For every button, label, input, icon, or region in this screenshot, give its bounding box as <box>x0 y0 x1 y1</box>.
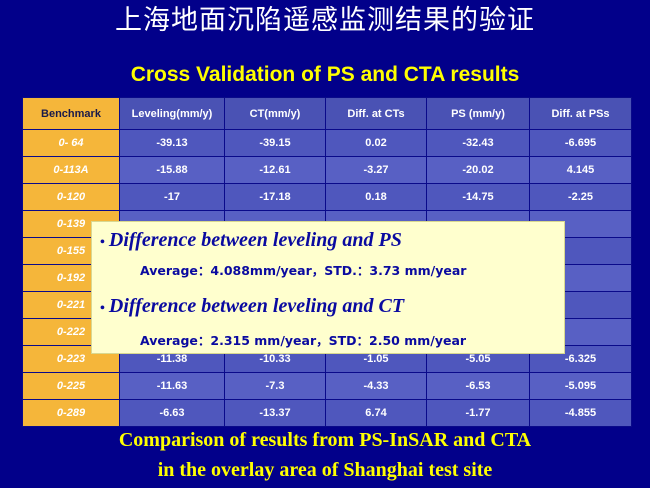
benchmark-cell: 0-113A <box>22 156 120 184</box>
diff-ct-cell: 0.18 <box>325 183 427 211</box>
bullet-icon: • <box>100 235 105 250</box>
leveling-cell: -11.63 <box>119 372 225 400</box>
leveling-cell: -15.88 <box>119 156 225 184</box>
ps-cell: -32.43 <box>426 129 530 157</box>
bullet-leveling-ps-text: Difference between leveling and PS <box>108 229 402 251</box>
slide-title-chinese: 上海地面沉陷遥感监测结果的验证 <box>115 5 535 36</box>
benchmark-cell: 0-225 <box>22 372 120 400</box>
diff-ps-cell: -4.855 <box>529 399 632 427</box>
diff-ps-cell: -2.25 <box>529 183 632 211</box>
table-header-row: Benchmark Leveling(mm/y) CT(mm/y) Diff. … <box>22 97 632 130</box>
bullet-leveling-ct: • Difference between leveling and CT <box>100 294 404 321</box>
diff-ct-cell: 0.02 <box>325 129 427 157</box>
bullet-leveling-ps: • Difference between leveling and PS <box>100 228 402 255</box>
benchmark-cell: 0- 64 <box>22 129 120 157</box>
diff-ps-cell <box>529 210 632 238</box>
table-row: 0-289 -6.63 -13.37 6.74 -1.77 -4.855 <box>22 399 632 427</box>
table-row: 0-113A -15.88 -12.61 -3.27 -20.02 4.145 <box>22 156 632 184</box>
stats-leveling-ps: Average：4.088mm/year，STD.：3.73 mm/year <box>140 263 467 278</box>
leveling-cell: -17 <box>119 183 225 211</box>
leveling-cell: -6.63 <box>119 399 225 427</box>
diff-ct-cell: -3.27 <box>325 156 427 184</box>
diff-ps-cell: -6.695 <box>529 129 632 157</box>
table-row: 0-120 -17 -17.18 0.18 -14.75 -2.25 <box>22 183 632 211</box>
table-row: 0-225 -11.63 -7.3 -4.33 -6.53 -5.095 <box>22 372 632 400</box>
ps-cell: -14.75 <box>426 183 530 211</box>
caption-line-1: Comparison of results from PS-InSAR and … <box>118 429 532 451</box>
diff-ct-cell: -4.33 <box>325 372 427 400</box>
slide-title-english: Cross Validation of PS and CTA results <box>130 63 520 86</box>
ps-cell: -6.53 <box>426 372 530 400</box>
ct-cell: -17.18 <box>224 183 326 211</box>
header-benchmark: Benchmark <box>22 97 120 130</box>
statistics-overlay-box: • Difference between leveling and PS Aver… <box>91 221 565 354</box>
benchmark-cell: 0-289 <box>22 399 120 427</box>
bullet-leveling-ct-text: Difference between leveling and CT <box>108 295 405 317</box>
ps-cell: -20.02 <box>426 156 530 184</box>
ct-cell: -39.15 <box>224 129 326 157</box>
header-leveling: Leveling(mm/y) <box>119 97 225 130</box>
caption-line-2: in the overlay area of Shanghai test sit… <box>157 459 493 481</box>
diff-ps-cell: 4.145 <box>529 156 632 184</box>
ps-cell: -1.77 <box>426 399 530 427</box>
header-ct: CT(mm/y) <box>224 97 326 130</box>
leveling-cell: -39.13 <box>119 129 225 157</box>
bullet-icon: • <box>100 301 105 316</box>
table-row: 0-223 -11.38 -10.33 -1.05 -5.05 -6.325 <box>22 345 632 373</box>
diff-ps-cell: -5.095 <box>529 372 632 400</box>
header-diff-ct: Diff. at CTs <box>325 97 427 130</box>
table-row: 0- 64 -39.13 -39.15 0.02 -32.43 -6.695 <box>22 129 632 157</box>
stats-leveling-ct: Average：2.315 mm/year，STD：2.50 mm/year <box>140 333 467 348</box>
ct-cell: -13.37 <box>224 399 326 427</box>
ct-cell: -7.3 <box>224 372 326 400</box>
header-diff-ps: Diff. at PSs <box>529 97 632 130</box>
benchmark-cell: 0-120 <box>22 183 120 211</box>
header-ps: PS (mm/y) <box>426 97 530 130</box>
diff-ct-cell: 6.74 <box>325 399 427 427</box>
ct-cell: -12.61 <box>224 156 326 184</box>
